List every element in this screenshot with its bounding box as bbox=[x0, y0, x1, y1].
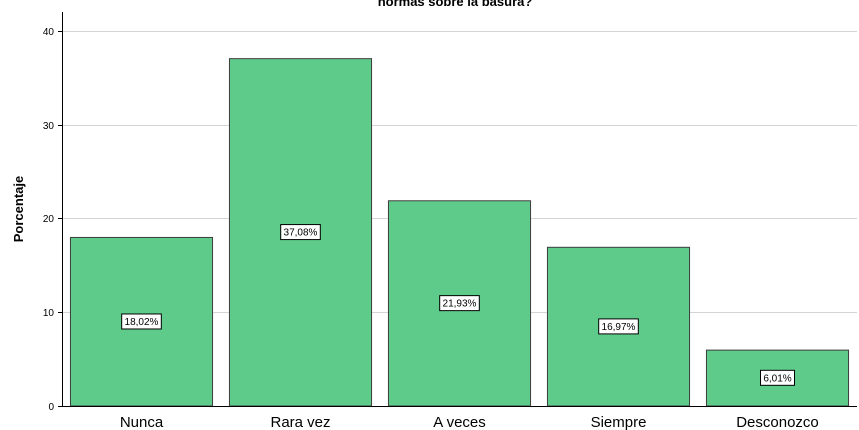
y-axis-title: Porcentaje bbox=[11, 176, 26, 242]
y-tick-label: 0 bbox=[48, 402, 54, 413]
x-category-label: Nunca bbox=[120, 414, 164, 430]
data-label-box bbox=[121, 313, 162, 330]
data-label-box bbox=[598, 318, 639, 335]
x-category-label: Rara vez bbox=[270, 414, 330, 430]
y-tick-label: 40 bbox=[43, 27, 55, 38]
data-label: 37,08% bbox=[284, 228, 318, 239]
data-label-box bbox=[439, 295, 480, 312]
axes: 0 10 20 30 40 Nunca Rara vez A veces Siempre Desc… bbox=[43, 12, 857, 430]
data-label-box bbox=[280, 224, 321, 241]
y-tick-label: 30 bbox=[43, 121, 55, 132]
bars bbox=[69, 58, 850, 407]
data-label-box bbox=[760, 369, 795, 386]
chart-title: normas sobre la basura? bbox=[378, 0, 533, 9]
data-label: 16,97% bbox=[602, 322, 636, 333]
x-category-label: Desconozco bbox=[736, 414, 819, 430]
x-category-label: A veces bbox=[433, 414, 486, 430]
data-label: 21,93% bbox=[443, 299, 477, 310]
data-label: 18,02% bbox=[125, 317, 159, 328]
y-tick-label: 20 bbox=[43, 214, 55, 225]
x-category-label: Siempre bbox=[591, 414, 647, 430]
y-tick-label: 10 bbox=[43, 308, 55, 319]
data-labels: 18,02% 37,08% 21,93% 16,97% 6,01% bbox=[121, 224, 795, 386]
data-label: 6,01% bbox=[763, 373, 791, 384]
